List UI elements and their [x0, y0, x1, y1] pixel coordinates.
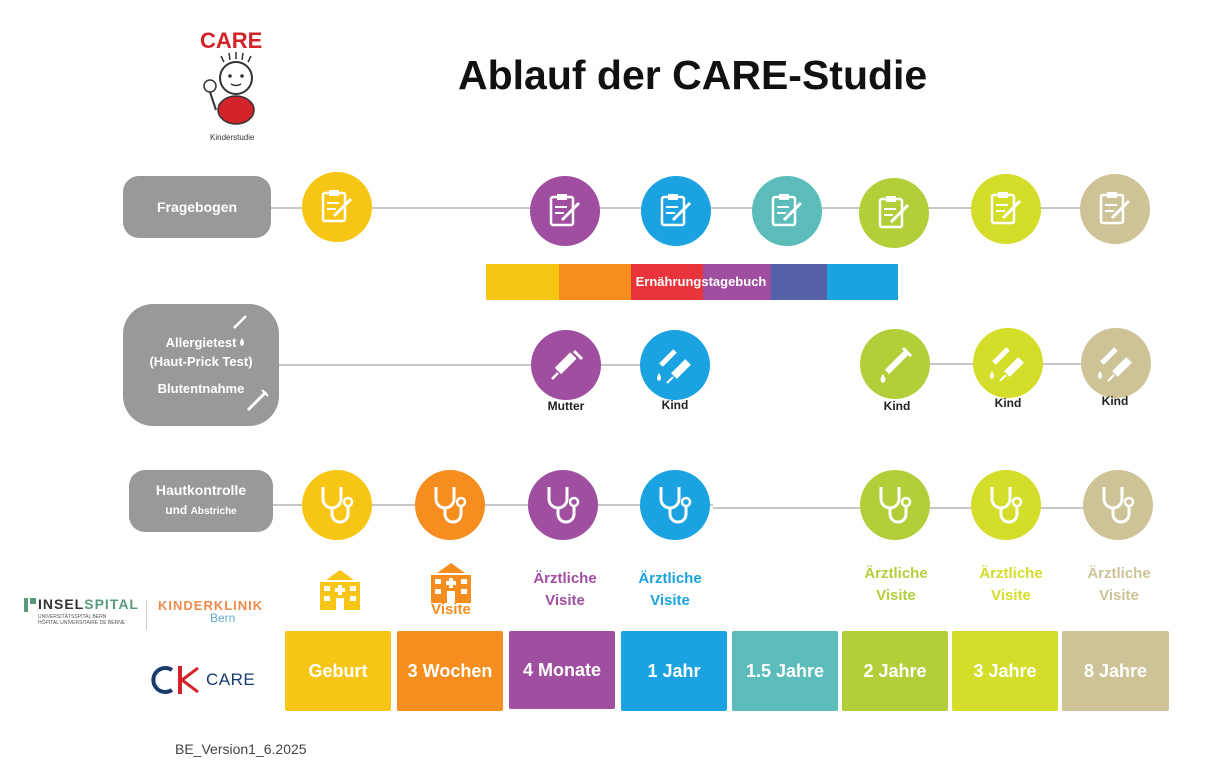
visit-label: Visite [431, 601, 471, 618]
timeline-box-1-jahr: 1 Jahr [621, 631, 727, 711]
dropper-syringe-icon [973, 328, 1043, 398]
kinderklinik-bern: Bern [210, 611, 236, 625]
questionnaire-icon [1080, 174, 1150, 244]
insel-mark-icon [24, 598, 36, 612]
blood-label-kind: Kind [661, 398, 689, 412]
timeline-box-1-5-jahre: 1.5 Jahre [732, 631, 838, 711]
questionnaire-icon [302, 172, 372, 242]
svg-text:Kinderstudie: Kinderstudie [210, 133, 255, 142]
visit-label-2-jahre: Ärztliche Visite [864, 565, 928, 604]
insel-sub2: HÔPITAL UNIVERSITAIRE DE BERNE [38, 620, 126, 626]
ck-care-logo: CARE [148, 662, 258, 698]
version-label: BE_Version1_6.2025 [175, 741, 307, 757]
hospital-icon [431, 563, 471, 603]
row-label-hautkontrolle-line1: Hautkontrolle [155, 482, 247, 498]
insel-name-a: INSEL [38, 596, 85, 612]
page-title: Ablauf der CARE-Studie [458, 52, 928, 98]
diary-segment [827, 264, 898, 300]
diary-label: Ernährungstagebuch [635, 274, 767, 289]
stethoscope-icon [528, 470, 598, 540]
kinderklinik-text: KINDERKLINIK [158, 598, 264, 613]
stethoscope-icon [415, 470, 485, 540]
stethoscope-icon [1083, 470, 1153, 540]
ck-mark-icon [151, 666, 199, 694]
row-label-allergietest: Allergietest (Haut-Prick Test) Blutentna… [123, 304, 279, 426]
syringe-icon [531, 330, 601, 400]
visit-label-8-jahre: Ärztliche Visite [1087, 565, 1151, 604]
timeline-box-4-monate: 4 Monate [509, 631, 615, 709]
diary-segment [771, 264, 827, 300]
care-logo: CARE Kinderstudie [196, 26, 272, 152]
questionnaire-icon [641, 176, 711, 246]
row-label-blutentnahme: Blutentnahme [157, 380, 245, 396]
visit-label-3-jahre: Ärztliche Visite [979, 565, 1043, 604]
stethoscope-icon [971, 470, 1041, 540]
diary-segment [703, 264, 771, 300]
timeline-box-3-wochen: 3 Wochen [397, 631, 503, 711]
dropper-syringe-icon [640, 330, 710, 400]
timeline-box-8-jahre: 8 Jahre [1062, 631, 1169, 711]
diary-segment [559, 264, 631, 300]
timeline-box-2-jahre: 2 Jahre [842, 631, 948, 711]
allergie-line-1 [279, 364, 704, 366]
blood-label-kind: Kind [883, 399, 911, 413]
insel-name-b: SPITAL [84, 596, 139, 612]
stethoscope-icon [302, 470, 372, 540]
dropper-icon [860, 329, 930, 399]
dropper-syringe-icon [1081, 328, 1151, 398]
row-label-hautkontrolle-line2: und Abstriche [165, 503, 237, 517]
hospital-icon [320, 570, 360, 610]
timeline-box-3-jahre: 3 Jahre [952, 631, 1058, 711]
timeline-box-geburt: Geburt [285, 631, 391, 711]
inselspital-logo: INSELSPITAL UNIVERSITÄTSSPITAL BERN HÔPI… [24, 596, 264, 636]
row-label-hautkontrolle: Hautkontrolle und Abstriche [129, 470, 273, 532]
questionnaire-icon [859, 178, 929, 248]
blood-label-kind: Kind [1101, 394, 1129, 408]
insel-sub1: UNIVERSITÄTSSPITAL BERN [38, 614, 107, 620]
haut-line-1 [273, 504, 713, 506]
logo-divider [146, 600, 147, 630]
questionnaire-icon [752, 176, 822, 246]
syringe-small-icon [246, 389, 269, 412]
diary-segment [486, 264, 559, 300]
row-label-allergietest-line2: (Haut-Prick Test) [149, 353, 253, 369]
visit-label-1-jahr: Ärztliche Visite [638, 570, 702, 609]
blood-label-kind: Kind [994, 396, 1022, 410]
row-label-fragebogen: Fragebogen [123, 176, 271, 238]
svg-text:CARE: CARE [200, 28, 262, 53]
questionnaire-icon [530, 176, 600, 246]
row-label-allergietest-line1: Allergietest [165, 334, 237, 350]
diary-segment [631, 264, 703, 300]
blood-label-mutter: Mutter [547, 399, 585, 413]
stethoscope-icon [640, 470, 710, 540]
stethoscope-icon [860, 470, 930, 540]
visit-label-4-monate: Ärztliche Visite [533, 570, 597, 609]
dropper-drop-icon [233, 315, 247, 346]
ck-care-text: CARE [206, 670, 256, 689]
questionnaire-icon [971, 174, 1041, 244]
row-label-fragebogen-text: Fragebogen [156, 199, 238, 215]
